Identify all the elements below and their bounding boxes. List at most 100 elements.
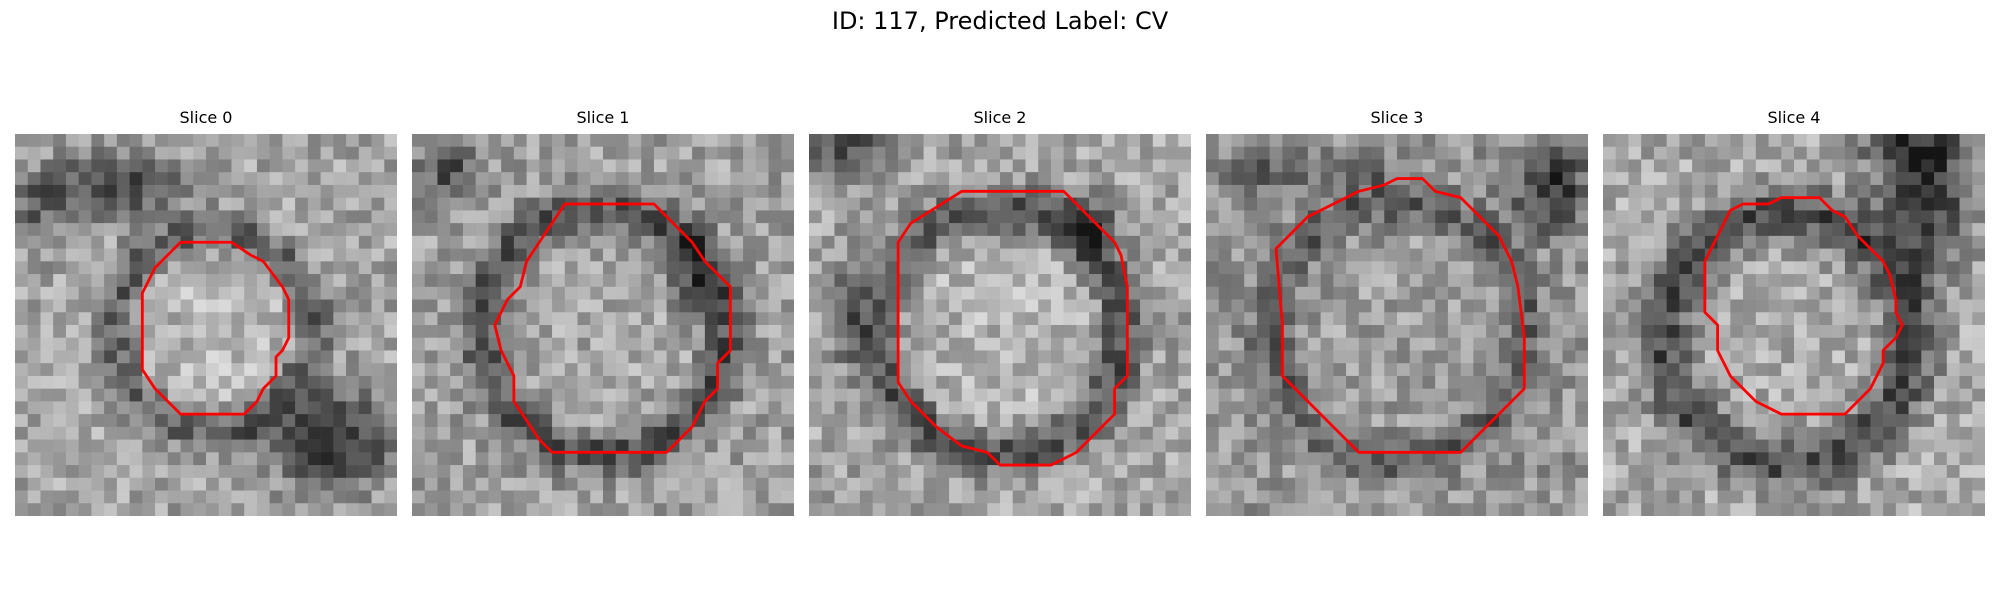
pixel <box>1641 426 1655 440</box>
pixel <box>104 477 118 491</box>
pixel <box>1038 363 1052 377</box>
pixel <box>412 465 425 479</box>
pixel <box>768 146 782 160</box>
pixel <box>615 159 629 173</box>
pixel <box>923 375 937 389</box>
pixel <box>552 235 566 249</box>
pixel <box>1178 223 1191 237</box>
pixel <box>1781 134 1795 147</box>
pixel <box>1679 325 1693 338</box>
pixel <box>768 439 782 453</box>
pixel <box>104 172 118 186</box>
pixel <box>91 312 105 326</box>
pixel <box>1794 146 1807 160</box>
pixel <box>1972 274 1985 288</box>
pixel <box>768 363 782 377</box>
pixel <box>1218 134 1232 147</box>
pixel <box>1537 223 1551 237</box>
pixel <box>40 388 54 402</box>
pixel <box>717 452 731 466</box>
pixel <box>743 426 757 440</box>
pixel <box>1934 312 1948 326</box>
pixel <box>641 337 655 351</box>
pixel <box>949 401 963 415</box>
pixel <box>475 401 489 415</box>
pixel <box>1384 503 1398 516</box>
pixel <box>91 388 105 402</box>
pixel <box>1524 490 1538 504</box>
pixel <box>475 490 489 504</box>
pixel <box>1870 350 1884 364</box>
pixel <box>1883 388 1897 402</box>
pixel <box>116 439 130 453</box>
pixel <box>1231 375 1245 389</box>
pixel <box>384 465 397 479</box>
pixel <box>1692 146 1706 160</box>
pixel <box>1397 452 1410 466</box>
pixel <box>768 375 782 389</box>
pixel <box>1063 159 1077 173</box>
pixel <box>755 388 769 402</box>
pixel <box>628 490 642 504</box>
pixel <box>1870 134 1884 147</box>
pixel <box>1934 465 1948 479</box>
pixel <box>1435 223 1449 237</box>
pixel <box>193 312 207 326</box>
pixel <box>628 325 642 338</box>
pixel <box>1844 350 1858 364</box>
pixel <box>1628 375 1642 389</box>
pixel <box>1422 337 1436 351</box>
pixel <box>346 452 360 466</box>
pixel <box>1921 184 1935 198</box>
pixel <box>1397 184 1410 198</box>
pixel <box>1498 159 1512 173</box>
pixel <box>1473 223 1487 237</box>
pixel <box>1870 414 1884 428</box>
pixel <box>116 274 130 288</box>
pixel <box>167 312 181 326</box>
pixel <box>1781 363 1795 377</box>
pixel <box>269 388 283 402</box>
pixel <box>1435 197 1449 211</box>
pixel <box>679 172 693 186</box>
pixel <box>346 299 360 313</box>
pixel <box>295 172 309 186</box>
pixel <box>295 134 309 147</box>
pixel <box>320 172 334 186</box>
pixel <box>1050 159 1064 173</box>
pixel <box>295 452 309 466</box>
pixel <box>1895 235 1909 249</box>
pixel <box>129 159 143 173</box>
pixel <box>1295 274 1309 288</box>
pixel <box>65 197 79 211</box>
pixel <box>1244 274 1258 288</box>
pixel <box>320 134 334 147</box>
pixel <box>1178 363 1191 377</box>
pixel <box>1256 375 1270 389</box>
pixel <box>1666 134 1680 147</box>
pixel <box>1972 426 1985 440</box>
pixel <box>91 337 105 351</box>
pixel <box>1231 159 1245 173</box>
pixel <box>949 363 963 377</box>
pixel <box>333 426 347 440</box>
pixel <box>923 337 937 351</box>
pixel <box>859 197 873 211</box>
pixel <box>834 490 848 504</box>
pixel <box>40 477 54 491</box>
pixel <box>1832 235 1846 249</box>
pixel <box>1397 223 1410 237</box>
pixel <box>1358 503 1372 516</box>
pixel <box>949 134 963 147</box>
pixel <box>1857 477 1871 491</box>
pixel <box>371 439 385 453</box>
pixel <box>1743 274 1757 288</box>
pixel <box>1333 465 1347 479</box>
pixel <box>1409 363 1423 377</box>
pixel <box>320 350 334 364</box>
pixel <box>1358 337 1372 351</box>
pixel <box>1231 414 1245 428</box>
pixel <box>15 426 28 440</box>
pixel <box>333 235 347 249</box>
pixel <box>1269 503 1283 516</box>
